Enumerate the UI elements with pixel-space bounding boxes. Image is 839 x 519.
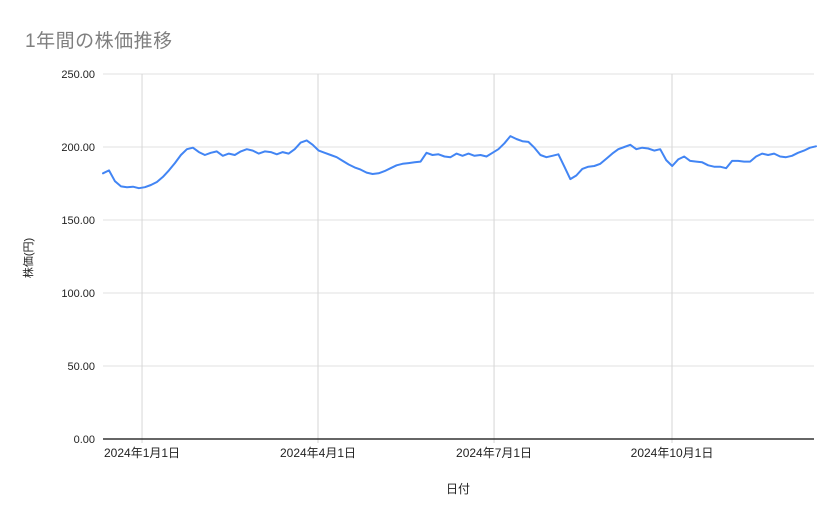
x-tick-label: 2024年4月1日 [280, 446, 356, 460]
y-tick-label: 250.00 [61, 69, 95, 81]
chart-title: 1年間の株価推移 [25, 31, 173, 52]
x-tick-label: 2024年7月1日 [456, 446, 532, 460]
y-tick-label: 200.00 [61, 142, 95, 154]
price-line [102, 135, 817, 190]
y-tick-label: 0.00 [74, 434, 95, 446]
x-axis-title: 日付 [445, 482, 470, 496]
y-tick-label: 50.00 [67, 361, 95, 373]
y-axis-title: 株価(円) [23, 237, 35, 279]
y-tick-label: 100.00 [61, 288, 95, 300]
x-tick-label: 2024年10月1日 [631, 446, 714, 460]
y-tick-label: 150.00 [61, 215, 95, 227]
x-tick-label: 2024年1月1日 [104, 446, 180, 460]
